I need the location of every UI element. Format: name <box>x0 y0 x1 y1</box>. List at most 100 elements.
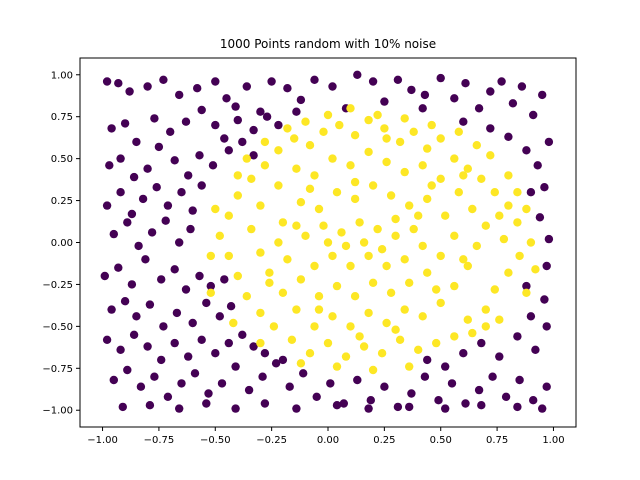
scatter-point <box>339 399 348 408</box>
scatter-point <box>166 127 175 136</box>
scatter-point <box>359 342 369 351</box>
scatter-point <box>107 124 116 133</box>
scatter-point <box>211 349 220 358</box>
scatter-point <box>418 312 427 321</box>
scatter-point <box>260 399 270 408</box>
scatter-point <box>517 82 527 91</box>
scatter-point <box>287 335 297 344</box>
scatter-point <box>542 322 551 331</box>
scatter-point <box>132 137 141 147</box>
scatter-point <box>501 392 511 401</box>
scatter-point <box>301 117 310 126</box>
scatter-point <box>405 201 414 210</box>
scatter-point <box>423 268 432 277</box>
scatter-point <box>409 127 418 136</box>
scatter-point <box>247 174 256 183</box>
scatter-point <box>202 399 211 408</box>
scatter-point <box>386 191 396 200</box>
scatter-point <box>346 261 355 271</box>
scatter-point <box>292 221 301 230</box>
scatter-point <box>143 342 152 351</box>
scatter-point <box>170 338 179 348</box>
scatter-point <box>231 362 240 371</box>
scatter-point <box>301 231 310 240</box>
scatter-point <box>211 204 220 214</box>
x-tick-label: −1.00 <box>87 435 118 446</box>
scatter-point <box>145 401 155 410</box>
scatter-point <box>400 114 409 123</box>
scatter-point <box>328 82 337 91</box>
scatter-point <box>170 156 179 165</box>
scatter-point <box>504 201 513 210</box>
scatter-point <box>533 161 542 170</box>
scatter-point <box>129 172 139 182</box>
scatter-point <box>233 115 242 125</box>
scatter-point <box>314 292 324 301</box>
scatter-point <box>373 224 382 234</box>
scatter-point <box>364 404 373 413</box>
scatter-point <box>540 183 549 192</box>
x-tick-label: −0.50 <box>200 435 231 446</box>
scatter-point <box>116 154 125 163</box>
scatter-point <box>206 281 215 291</box>
scatter-point <box>504 268 513 277</box>
scatter-point <box>529 396 538 405</box>
y-tick-label: −0.75 <box>42 364 73 375</box>
scatter-point <box>481 322 490 331</box>
scatter-point <box>393 402 403 412</box>
scatter-point <box>400 255 409 264</box>
scatter-point <box>215 231 224 240</box>
scatter-point <box>400 305 409 314</box>
y-axis: −1.00 −0.75 −0.50 −0.25 0.00 0.25 0.50 0.75 1.00 <box>42 70 80 417</box>
scatter-point <box>147 228 157 237</box>
scatter-point <box>292 107 301 116</box>
scatter-point <box>391 231 400 240</box>
scatter-point <box>441 404 450 413</box>
scatter-point <box>161 216 170 225</box>
scatter-point <box>436 251 445 261</box>
scatter-point <box>499 234 509 244</box>
scatter-point <box>283 255 292 264</box>
scatter-point <box>474 104 484 113</box>
scatter-point <box>542 382 551 391</box>
scatter-point <box>346 161 355 170</box>
scatter-point <box>332 362 342 371</box>
scatter-point <box>145 300 155 309</box>
scatter-point <box>364 308 373 318</box>
scatter-point <box>436 134 445 143</box>
scatter-point <box>490 285 499 294</box>
scatter-point <box>382 261 391 271</box>
y-tick-label: 0.00 <box>51 238 73 249</box>
scatter-point <box>368 181 378 190</box>
scatter-point <box>172 308 182 318</box>
scatter-point <box>260 161 270 170</box>
scatter-point <box>391 325 400 334</box>
scatter-point <box>233 171 242 180</box>
scatter-point <box>495 315 504 324</box>
scatter-point <box>296 95 306 105</box>
scatter-point <box>224 251 233 261</box>
scatter-point <box>319 127 328 136</box>
scatter-point <box>274 181 283 190</box>
scatter-point <box>265 278 274 287</box>
scatter-point <box>472 141 481 150</box>
scatter-point <box>231 404 240 413</box>
scatter-point <box>238 137 247 147</box>
scatter-point <box>204 389 213 398</box>
y-tick-label: 1.00 <box>51 70 73 81</box>
scatter-point <box>222 94 231 103</box>
scatter-point <box>513 402 522 412</box>
scatter-point <box>109 229 119 239</box>
scatter-point <box>332 188 342 197</box>
scatter-point <box>350 292 360 301</box>
scatter-point <box>405 362 414 371</box>
scatter-point <box>366 396 375 405</box>
scatter-point <box>368 365 378 375</box>
scatter-point <box>157 275 166 284</box>
scatter-point <box>123 365 132 375</box>
scatter-point <box>405 278 414 287</box>
x-axis: −1.00 −0.75 −0.50 −0.25 0.00 0.25 0.50 0.75 1.00 <box>87 427 565 446</box>
scatter-point <box>193 84 202 93</box>
scatter-point <box>441 211 450 220</box>
scatter-point <box>423 194 432 204</box>
